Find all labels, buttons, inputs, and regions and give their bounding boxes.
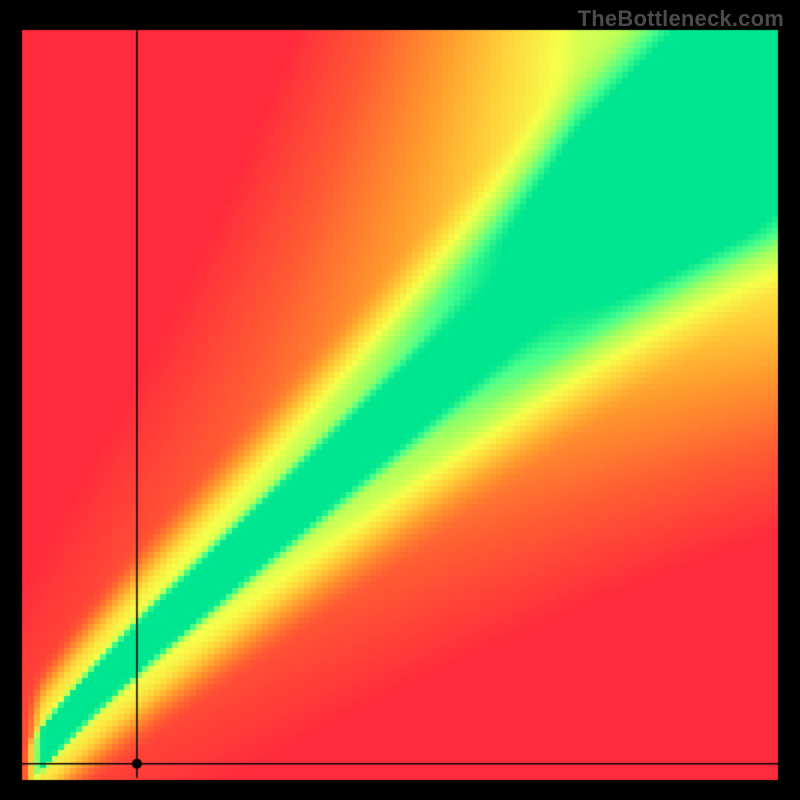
chart-root: TheBottleneck.com [0,0,800,800]
bottleneck-heatmap-canvas [0,0,800,800]
watermark-text: TheBottleneck.com [578,6,784,32]
